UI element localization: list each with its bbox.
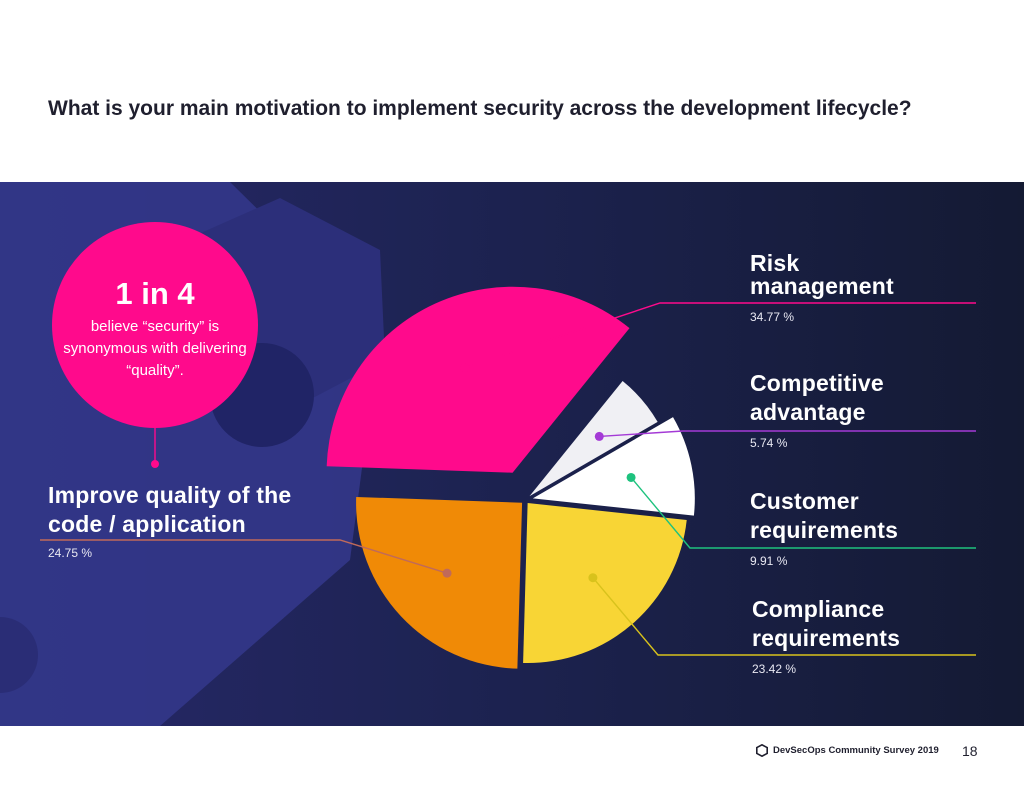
legend-risk-line2: management [750, 273, 894, 299]
legend-quality-line2: code / application [48, 511, 246, 537]
callout-text: believe “security” is synonymous with de… [63, 318, 247, 379]
leader-dot-compliance [588, 573, 598, 583]
leader-dot-competitive [594, 431, 604, 441]
pie-slice-quality [356, 496, 523, 669]
legend-competitive-line2: advantage [750, 399, 866, 425]
legend-compliance-line1: Compliance [752, 596, 885, 622]
legend-risk-line1: Risk [750, 250, 800, 276]
page-title: What is your main motivation to implemen… [48, 97, 912, 120]
leader-line-customer [630, 477, 976, 549]
leader-line-compliance [592, 577, 976, 656]
legend-competitive-pct: 5.74 % [750, 436, 788, 450]
legend-customer-line1: Customer [750, 488, 859, 514]
page-number: 18 [962, 743, 978, 759]
legend-risk: Risk management 34.77 % [750, 250, 894, 324]
legend-compliance: Compliance requirements 23.42 % [752, 596, 900, 676]
leader-line-risk [464, 302, 976, 369]
legend-competitive: Competitive advantage 5.74 % [750, 370, 884, 450]
bg-shape-arc [0, 617, 38, 693]
leader-dot-risk [460, 363, 470, 373]
pie-slice-compliance [523, 503, 687, 664]
legend-customer: Customer requirements 9.91 % [750, 488, 898, 568]
pie-slice-risk [326, 286, 630, 473]
legend-risk-pct: 34.77 % [750, 310, 795, 324]
legend-customer-line2: requirements [750, 517, 899, 543]
pie-slice-customer [532, 417, 695, 516]
legend-compliance-pct: 23.42 % [752, 662, 797, 676]
footer-brand: DevSecOps Community Survey 2019 [756, 744, 939, 757]
leader-line-quality [40, 539, 448, 574]
chart-panel: 1 in 4 believe “security” is synonymous … [0, 182, 1024, 726]
legend-quality-line1: Improve quality of the [48, 482, 292, 508]
leader-dot-customer [626, 472, 636, 482]
leader-line-competitive [599, 430, 976, 438]
callout-connector-dot [151, 460, 159, 468]
legend-customer-pct: 9.91 % [750, 554, 788, 568]
callout-circle: 1 in 4 believe “security” is synonymous … [52, 222, 258, 428]
legend-quality-pct: 24.75 % [48, 546, 93, 560]
hexagon-logo-icon [756, 744, 768, 757]
legend-compliance-line2: requirements [752, 625, 901, 651]
pie-chart [0, 182, 976, 726]
footer-survey-name: DevSecOps Community Survey 2019 [773, 745, 939, 756]
pie-slice-competitive [529, 381, 658, 497]
legend-competitive-line1: Competitive [750, 370, 884, 396]
callout-headline: 1 in 4 [115, 276, 195, 311]
leader-dot-quality [442, 568, 452, 578]
legend-quality: Improve quality of the code / applicatio… [48, 482, 291, 560]
